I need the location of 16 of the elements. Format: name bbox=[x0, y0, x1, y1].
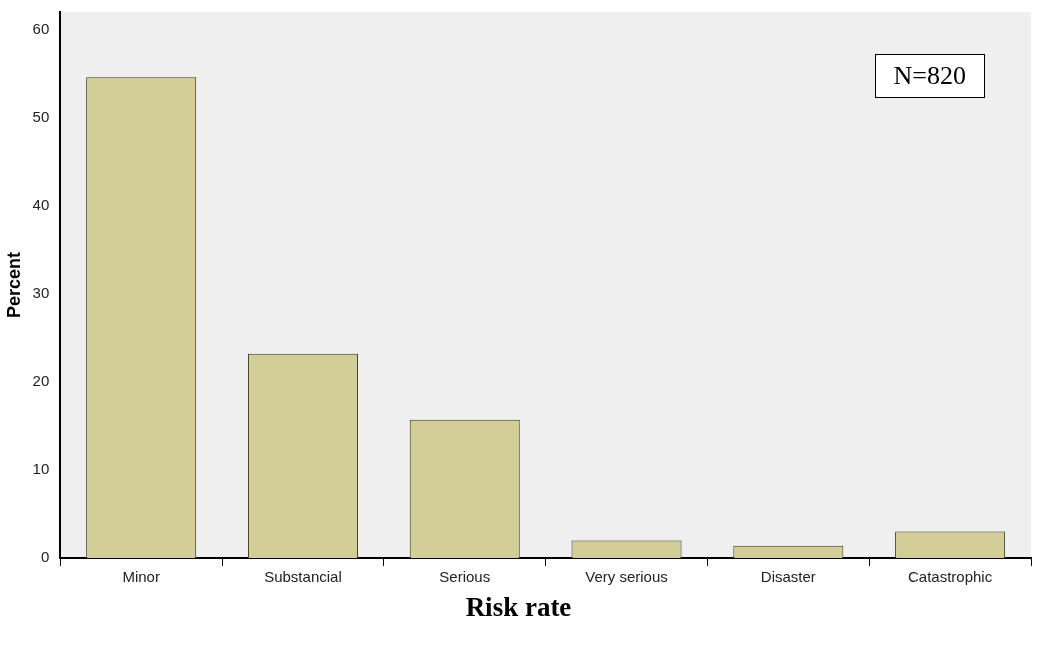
x-tick-label: Disaster bbox=[760, 568, 816, 586]
y-tick-label: 40 bbox=[32, 195, 50, 213]
y-tick-label: 30 bbox=[32, 283, 50, 301]
y-tick-label: 50 bbox=[32, 107, 50, 125]
annotation: N=820 bbox=[874, 54, 985, 98]
y-axis-title: Percent bbox=[3, 251, 24, 319]
y-tick-label: 60 bbox=[32, 19, 50, 37]
x-tick-label: Substancial bbox=[264, 568, 342, 586]
x-tick-label: Very serious bbox=[585, 568, 668, 586]
x-tick-label: Catastrophic bbox=[908, 568, 993, 586]
y-tick-label: 10 bbox=[32, 460, 50, 478]
x-tick-label: Serious bbox=[439, 568, 491, 586]
y-tick-label: 0 bbox=[40, 548, 50, 566]
x-tick-label: Minor bbox=[122, 568, 160, 586]
x-axis-title: Risk rate bbox=[464, 592, 573, 623]
y-tick-label: 20 bbox=[32, 372, 50, 390]
